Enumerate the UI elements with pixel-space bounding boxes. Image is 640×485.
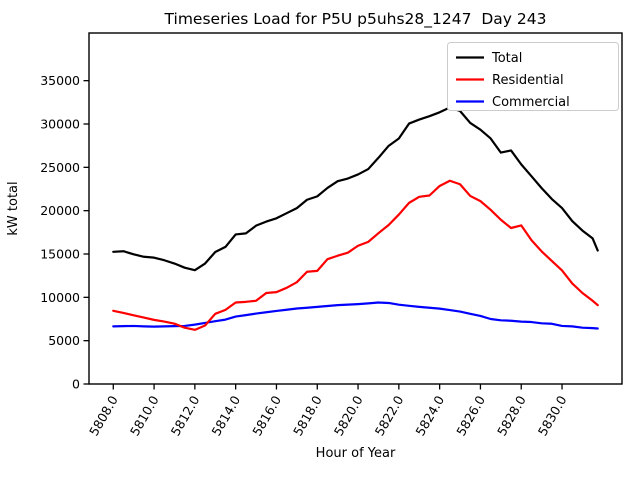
y-tick-label: 25000 [40,160,80,175]
x-tick-label: 5828.0 [494,393,529,438]
y-tick-label: 30000 [40,117,80,132]
x-tick-label: 5814.0 [208,393,243,438]
legend: Total Residential Commercial [447,42,619,111]
x-tick-label: 5808.0 [86,393,121,438]
x-tick-label: 5810.0 [127,393,162,438]
total-line [112,106,599,272]
y-tick-label: 5000 [48,333,80,348]
commercial-line [112,301,599,330]
x-tick-label: 5816.0 [249,393,284,438]
x-tick-label: 5824.0 [412,393,447,438]
chart-title: Timeseries Load for P5U p5uhs28_1247 Day… [164,10,547,29]
y-tick-label: 20000 [40,203,80,218]
y-axis-label: kW total [6,181,21,235]
y-tick-label: 0 [72,377,80,392]
y-tick-label: 10000 [40,290,80,305]
x-axis-label: Hour of Year [316,446,396,461]
x-tick-label: 5822.0 [372,393,407,438]
x-tick-label: 5826.0 [453,393,488,438]
x-tick-label: 5820.0 [331,393,366,438]
residential-line [112,179,599,331]
legend-box [447,42,619,111]
plot-border [88,32,623,385]
legend-label-total: Total [491,51,522,66]
legend-label-residential: Residential [492,73,564,88]
x-tick-label: 5818.0 [290,393,325,438]
x-tick-label: 5812.0 [168,393,203,438]
y-tick-label: 15000 [40,247,80,262]
x-tick-label: 5830.0 [535,393,570,438]
y-tick-label: 35000 [40,73,80,88]
legend-label-commercial: Commercial [492,95,570,110]
